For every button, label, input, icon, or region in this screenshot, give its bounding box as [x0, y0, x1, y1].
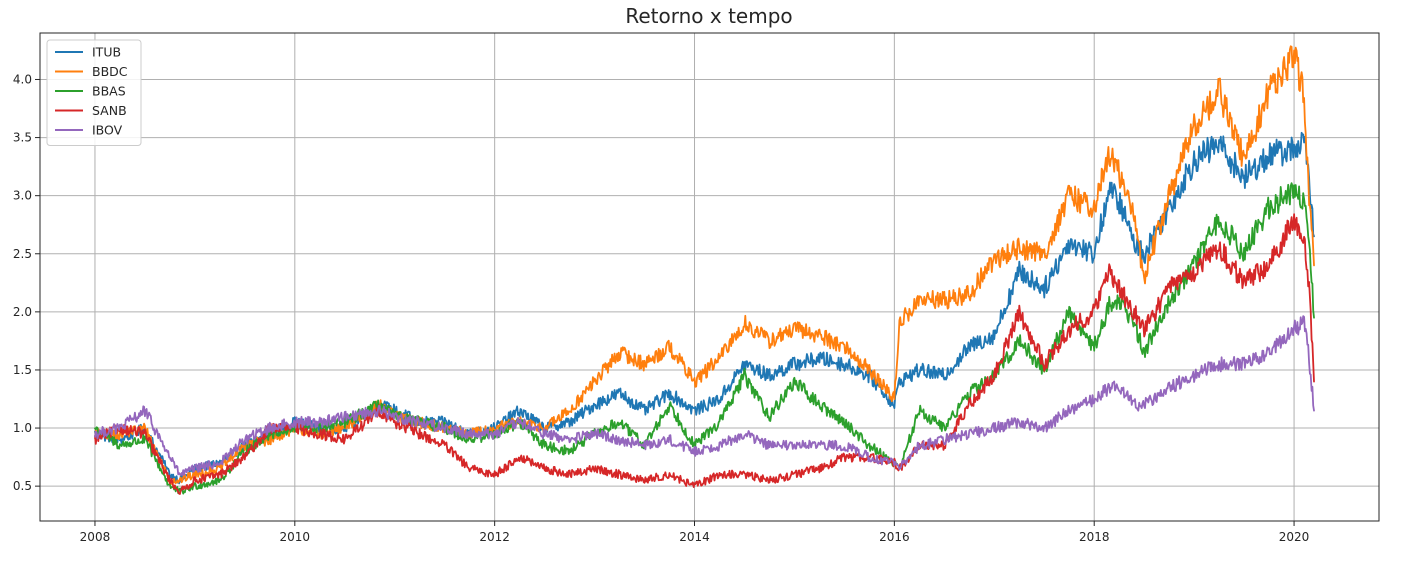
y-tick-label: 1.0 [13, 421, 32, 435]
y-tick-label: 2.0 [13, 305, 32, 319]
legend: ITUB BBDC BBAS SANB IBOV [46, 39, 142, 146]
x-tick-label: 2008 [80, 530, 111, 544]
x-tick-label: 2014 [679, 530, 710, 544]
legend-box [46, 39, 142, 146]
y-tick-label: 3.5 [13, 131, 32, 145]
series-layer [94, 45, 1315, 495]
series-line-sanb [94, 213, 1315, 495]
series-line-bbdc [94, 45, 1315, 485]
grid-layer [40, 33, 1379, 521]
x-tick-label: 2010 [280, 530, 311, 544]
legend-label-sanb: SANB [92, 103, 127, 118]
plot-frame [39, 32, 1380, 522]
x-tick-label: 2012 [479, 530, 510, 544]
legend-label-itub: ITUB [92, 45, 121, 60]
legend-label-bbas: BBAS [92, 84, 126, 99]
x-tick-label: 2016 [879, 530, 910, 544]
y-tick-label: 0.5 [13, 479, 32, 493]
y-tick-label: 4.0 [13, 72, 32, 86]
legend-label-ibov: IBOV [92, 123, 123, 138]
chart-title: Retorno x tempo [625, 4, 792, 28]
y-tick-label: 2.5 [13, 247, 32, 261]
x-tick-label: 2018 [1079, 530, 1110, 544]
legend-label-bbdc: BBDC [92, 64, 128, 79]
y-tick-label: 3.0 [13, 189, 32, 203]
x-tick-label: 2020 [1279, 530, 1310, 544]
tick-layer: 2008 2010 2012 2014 2016 2018 2020 0.5 1.0 1.5 2.0… [13, 72, 1309, 544]
series-line-ibov [94, 315, 1315, 476]
y-tick-label: 1.5 [13, 363, 32, 377]
